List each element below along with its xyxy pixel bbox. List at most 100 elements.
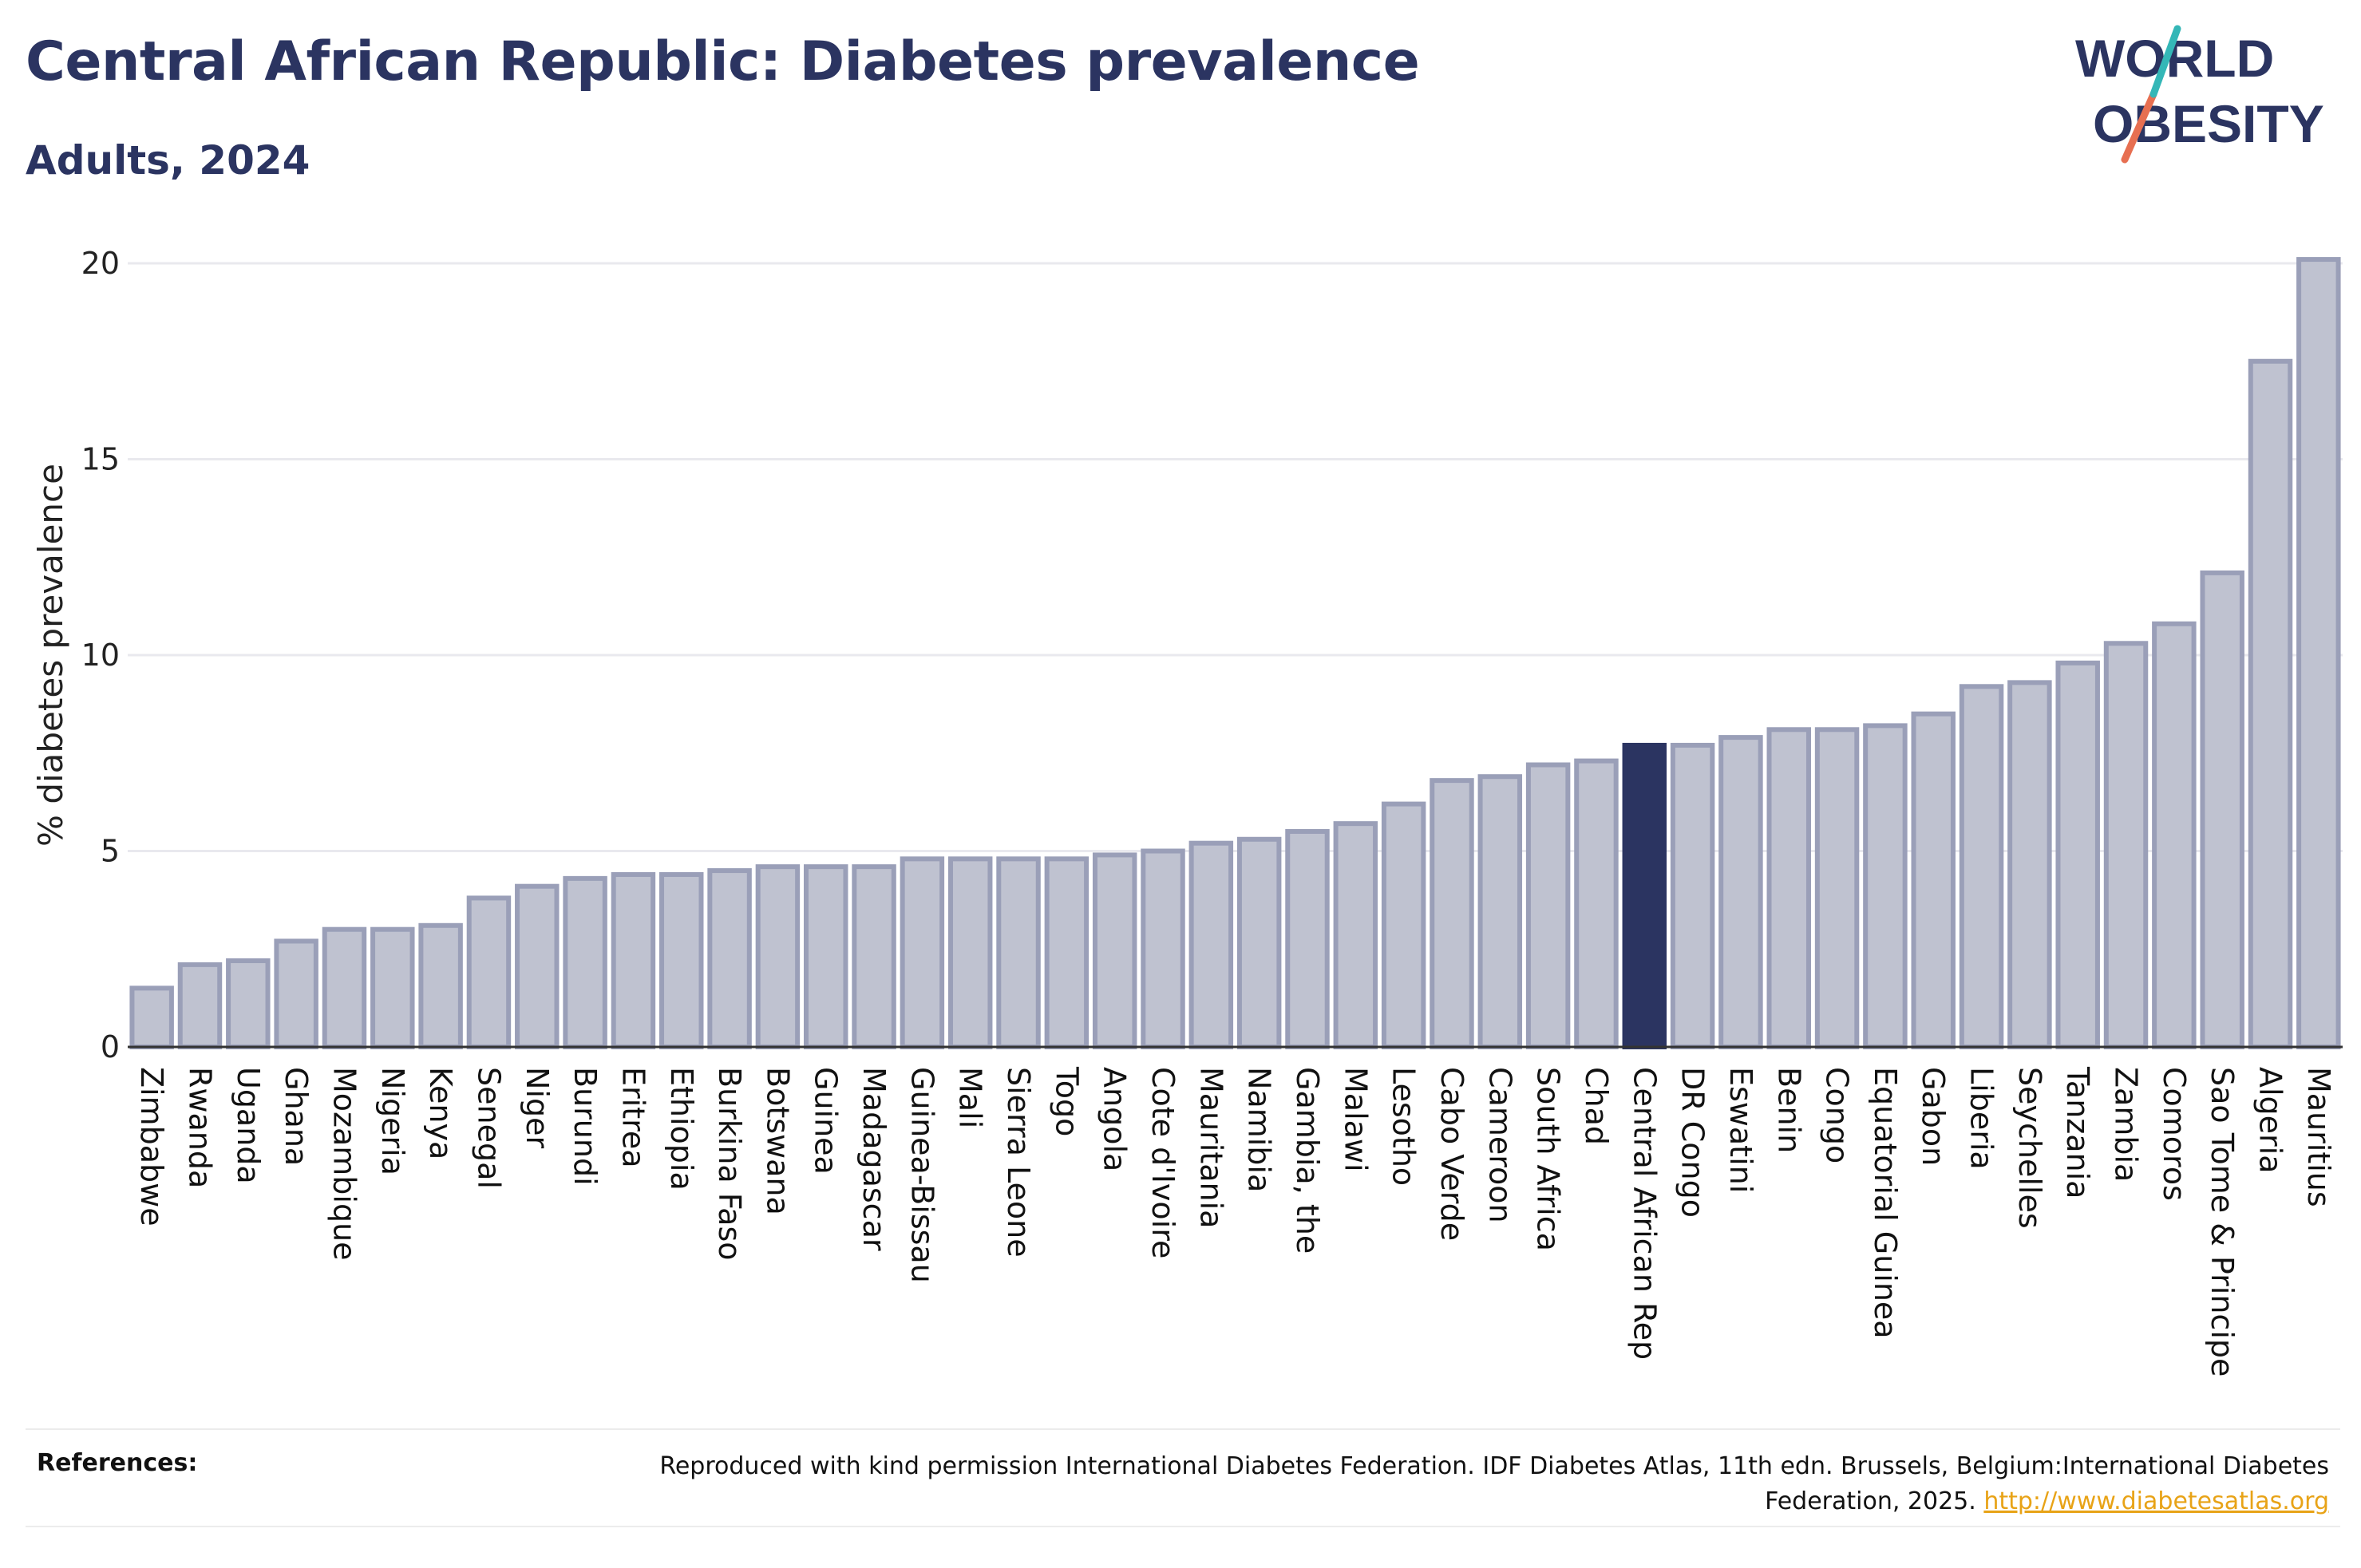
x-tick-label: Ghana <box>279 1067 314 1166</box>
bars <box>129 257 2341 1050</box>
x-tick-label: Gabon <box>1916 1067 1951 1166</box>
bar <box>1285 828 1330 1049</box>
x-tick-label: Central African Rep <box>1627 1067 1662 1360</box>
bar <box>466 895 512 1050</box>
bar-chart: 0 5 10 15 20 Zimbabwe Rwanda Uganda Ghana Mozamb… <box>31 246 2343 1376</box>
y-tick-label: 20 <box>81 246 120 281</box>
x-tick-label: Comoros <box>2157 1067 2192 1201</box>
bar <box>900 856 945 1049</box>
x-tick-label: Sierra Leone <box>1001 1067 1036 1258</box>
x-tick-label: Gambia, the <box>1290 1067 1325 1254</box>
bar <box>659 871 704 1049</box>
x-tick-label: Zambia <box>2109 1067 2144 1182</box>
logo-slash-upper <box>2149 25 2181 98</box>
references-text: Reproduced with kind permission Internat… <box>573 1449 2329 1519</box>
x-tick-label: Madagascar <box>856 1067 892 1251</box>
x-tick-label: Sao Tome & Principe <box>2205 1067 2240 1376</box>
x-tick-label: Namibia <box>1242 1067 1277 1192</box>
x-tick-label: Burundi <box>568 1067 603 1186</box>
bar <box>755 864 801 1050</box>
x-tick-label: Chad <box>1579 1067 1614 1145</box>
bar <box>274 938 318 1050</box>
bar <box>2200 570 2244 1049</box>
bar <box>226 958 271 1049</box>
x-tick-label: Liberia <box>1964 1067 1999 1170</box>
y-tick-label: 15 <box>81 442 120 477</box>
x-tick-label: Rwanda <box>182 1067 217 1188</box>
bar <box>707 868 752 1050</box>
x-tick-label: Nigeria <box>375 1067 410 1175</box>
bar <box>177 962 223 1050</box>
x-tick-label: Equatorial Guinea <box>1868 1067 1903 1339</box>
logo-slash-lower <box>2121 90 2157 164</box>
bar <box>803 864 848 1050</box>
y-tick-label: 10 <box>81 638 120 673</box>
bar <box>1430 778 1474 1049</box>
x-tick-label: Togo <box>1049 1066 1084 1136</box>
x-tick-label: Cote d'Ivoire <box>1145 1067 1180 1258</box>
x-tick-label: Uganda <box>231 1067 266 1184</box>
bar <box>1477 774 1523 1050</box>
world-obesity-logo: WORLD OBESITY <box>2075 25 2324 164</box>
x-tick-label: Benin <box>1771 1067 1806 1153</box>
bar <box>1236 836 1282 1050</box>
bar <box>2248 358 2293 1049</box>
bar <box>1333 821 1378 1049</box>
bar <box>322 926 367 1049</box>
x-tick-label: Kenya <box>423 1067 458 1159</box>
x-tick-label: Tanzania <box>2060 1066 2095 1199</box>
y-axis-ticks: 0 5 10 15 20 <box>81 246 120 1064</box>
bar <box>1044 856 1090 1049</box>
x-tick-label: Mozambique <box>326 1067 362 1261</box>
x-tick-label: Eritrea <box>615 1067 651 1168</box>
x-tick-label: Guinea <box>809 1067 844 1175</box>
y-tick-label: 5 <box>101 834 120 869</box>
x-tick-label: Niger <box>520 1067 555 1148</box>
y-tick-label: 0 <box>101 1029 120 1064</box>
x-tick-label: Ethiopia <box>664 1067 699 1191</box>
x-tick-label: Mali <box>953 1067 988 1128</box>
bar <box>1574 758 1619 1049</box>
bar <box>370 926 415 1049</box>
bar <box>1188 840 1234 1050</box>
bar <box>1814 727 1860 1049</box>
x-tick-label: Seychelles <box>2012 1067 2047 1229</box>
references-label: References: <box>37 1449 198 1477</box>
x-tick-label: Eswatini <box>1723 1067 1758 1193</box>
bar <box>852 864 896 1050</box>
bar <box>1092 852 1137 1050</box>
bar <box>2103 641 2149 1050</box>
x-tick-label: Botswana <box>760 1067 795 1215</box>
chart-title: Central African Republic: Diabetes preva… <box>26 30 1420 93</box>
references-box: References: Reproduced with kind permiss… <box>26 1428 2340 1527</box>
bar <box>996 856 1041 1049</box>
x-tick-label: Burkina Faso <box>712 1067 747 1261</box>
bar <box>1718 735 1763 1049</box>
x-axis-labels: Zimbabwe Rwanda Uganda Ghana Mozambique Niger… <box>134 1066 2336 1376</box>
bar <box>1670 742 1715 1049</box>
bar <box>2152 621 2197 1049</box>
bar <box>1525 762 1571 1049</box>
bar <box>611 871 656 1049</box>
bar <box>2055 660 2100 1049</box>
x-tick-label: Algeria <box>2253 1067 2288 1174</box>
chart-subtitle: Adults, 2024 <box>26 137 310 184</box>
bar <box>129 985 174 1049</box>
bar <box>1863 723 1908 1049</box>
x-tick-label: Senegal <box>471 1067 506 1189</box>
x-tick-label: Guinea-Bissau <box>904 1067 939 1283</box>
bar <box>418 922 463 1050</box>
references-citation: Reproduced with kind permission Internat… <box>659 1452 2329 1515</box>
x-tick-label: Cabo Verde <box>1434 1067 1469 1241</box>
x-tick-label: Cameroon <box>1482 1067 1517 1223</box>
y-axis-label: % diabetes prevalence <box>31 464 70 847</box>
references-link[interactable]: http://www.diabetesatlas.org <box>1983 1487 2329 1515</box>
bar <box>2007 680 2052 1049</box>
x-tick-label: South Africa <box>1531 1067 1566 1251</box>
bar <box>1381 801 1426 1050</box>
bar <box>947 856 993 1049</box>
x-tick-label: Malawi <box>1338 1067 1373 1172</box>
bar <box>2296 257 2341 1049</box>
x-tick-label: DR Congo <box>1675 1067 1710 1218</box>
x-tick-label: Angola <box>1097 1067 1133 1171</box>
